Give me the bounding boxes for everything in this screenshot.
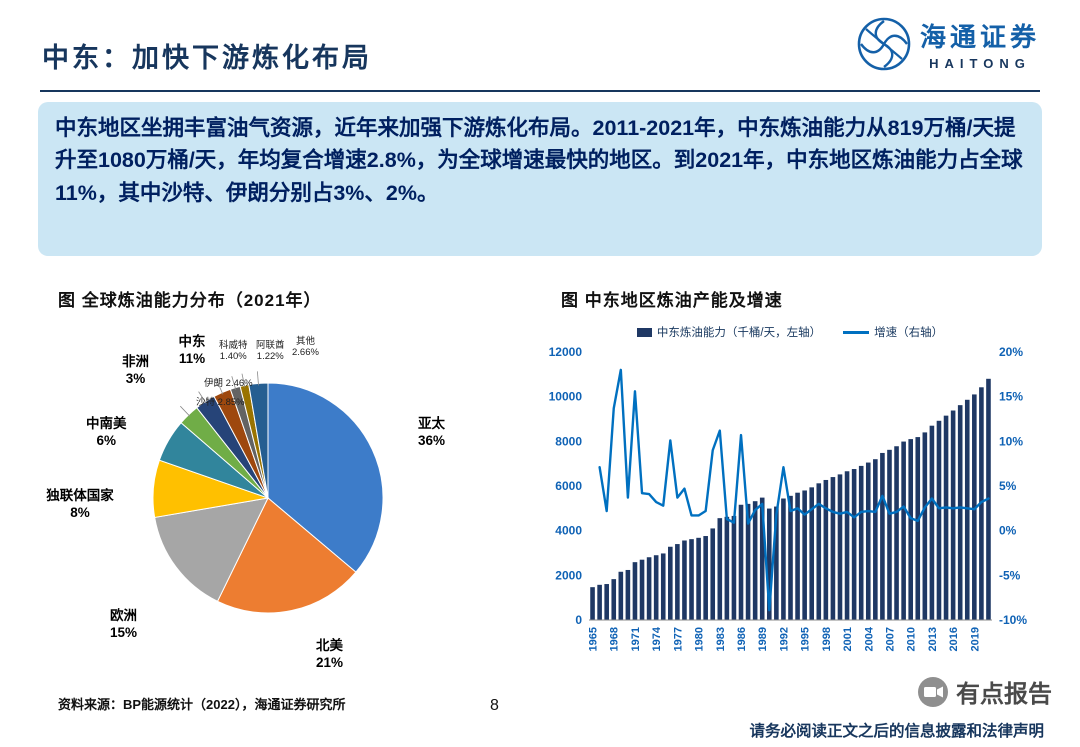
svg-text:1983: 1983 — [715, 627, 727, 651]
svg-text:1968: 1968 — [609, 627, 621, 651]
watermark: 有点报告 — [917, 674, 1052, 709]
pie-label-saudi: 沙特 2.85% — [196, 397, 245, 408]
svg-text:-10%: -10% — [999, 613, 1027, 627]
svg-text:2001: 2001 — [842, 627, 854, 651]
pie-label-uae: 阿联酋 1.22% — [256, 340, 285, 363]
svg-text:15%: 15% — [999, 390, 1023, 404]
combo-chart-svg: 0 2000 4000 6000 8000 10000 12000 -10% -5% 0% 5% 10… — [549, 345, 1028, 651]
pie-label-europe: 欧洲 15% — [110, 608, 138, 640]
legal-disclaimer: 请务必阅读正文之后的信息披露和法律声明 — [749, 723, 1044, 740]
svg-text:-5%: -5% — [999, 568, 1021, 582]
svg-text:1977: 1977 — [672, 627, 684, 651]
svg-text:0: 0 — [575, 613, 582, 627]
svg-text:1980: 1980 — [694, 627, 706, 651]
summary-box: 中东地区坐拥丰富油气资源，近年来加强下游炼化布局。2011-2021年，中东炼油… — [38, 102, 1042, 256]
pie-label-asia-pacific: 亚太 36% — [418, 416, 446, 448]
legend-capacity-label: 中东炼油能力（千桶/天，左轴） — [656, 327, 822, 339]
svg-text:2010: 2010 — [906, 627, 918, 651]
svg-text:1995: 1995 — [800, 627, 812, 651]
logo-text-en: HAITONG — [929, 56, 1031, 71]
svg-text:4000: 4000 — [555, 524, 582, 538]
legend-item-growth: 增速（右轴） — [843, 324, 943, 340]
svg-text:2007: 2007 — [885, 627, 897, 651]
logo-text-cn: 海通证券 — [919, 23, 1040, 52]
svg-text:2019: 2019 — [969, 627, 981, 651]
svg-text:1998: 1998 — [821, 627, 833, 651]
svg-text:12000: 12000 — [549, 345, 583, 359]
svg-text:1971: 1971 — [630, 627, 642, 651]
line-swatch-icon — [843, 330, 870, 334]
svg-text:1986: 1986 — [736, 627, 748, 651]
svg-text:8000: 8000 — [555, 434, 582, 448]
svg-text:6000: 6000 — [555, 479, 582, 493]
title-divider — [40, 90, 1040, 92]
pie-label-iran: 伊朗 2.46% — [204, 378, 253, 389]
svg-text:20%: 20% — [999, 345, 1023, 359]
pie-label-others: 其他 2.66% — [292, 336, 319, 359]
page-title: 中东：加快下游炼化布局 — [42, 43, 372, 73]
svg-text:10%: 10% — [999, 434, 1023, 448]
pie-label-cis: 独联体国家 8% — [46, 488, 114, 520]
pie-chart: 中东 11% 科威特 1.40% 阿联酋 1.22% 其他 2.66% 伊朗 2.46… — [38, 322, 510, 688]
legend-item-capacity: 中东炼油能力（千桶/天，左轴） — [636, 324, 822, 340]
pie-label-africa: 非洲 3% — [122, 354, 149, 386]
combo-chart-legend: 中东炼油能力（千桶/天，左轴） 增速（右轴） — [535, 324, 1045, 340]
pie-chart-panel: 图 全球炼油能力分布（2021年） 中东 11% 科威特 1.40% 阿联酋 1.2… — [38, 282, 510, 692]
haitong-logo: 海通证券 HAITONG — [856, 16, 1040, 72]
pie-label-middle-east: 中东 11% — [178, 334, 206, 366]
svg-text:2013: 2013 — [927, 627, 939, 651]
camera-icon — [918, 676, 948, 707]
svg-text:1974: 1974 — [651, 626, 663, 651]
pie-chart-svg — [152, 371, 384, 614]
watermark-text: 有点报告 — [956, 682, 1052, 708]
svg-text:10000: 10000 — [549, 390, 583, 404]
pie-label-latam: 中南美 6% — [86, 416, 127, 448]
legend-growth-label: 增速（右轴） — [874, 327, 944, 339]
svg-text:1992: 1992 — [778, 627, 790, 651]
source-note: 资料来源：BP能源统计（2022），海通证券研究所 — [58, 697, 346, 712]
svg-text:0%: 0% — [999, 524, 1017, 538]
pie-label-kuwait: 科威特 1.40% — [219, 340, 248, 363]
svg-text:2004: 2004 — [863, 626, 875, 651]
combo-chart-panel: 图 中东地区炼油产能及增速 中东炼油能力（千桶/天，左轴） 增速（右轴） 0 20… — [535, 282, 1045, 692]
pie-chart-title: 图 全球炼油能力分布（2021年） — [58, 291, 322, 310]
svg-text:2016: 2016 — [948, 627, 960, 651]
pie-label-north-america: 北美 21% — [316, 638, 344, 670]
haitong-logo-icon — [857, 17, 911, 71]
svg-text:2000: 2000 — [555, 568, 582, 582]
bar-swatch-icon — [636, 327, 652, 337]
svg-text:5%: 5% — [999, 479, 1017, 493]
svg-text:1965: 1965 — [588, 627, 600, 651]
svg-text:1989: 1989 — [757, 627, 769, 651]
combo-chart-title: 图 中东地区炼油产能及增速 — [561, 291, 783, 310]
page-number: 8 — [490, 697, 499, 714]
